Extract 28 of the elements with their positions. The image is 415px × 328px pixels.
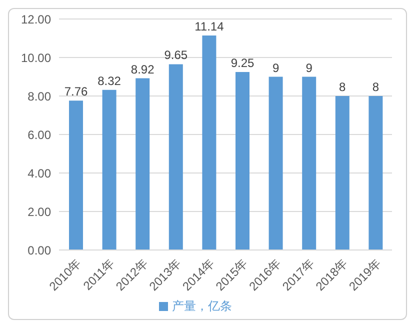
data-label: 8	[372, 80, 380, 94]
y-tick-label: 0.00	[28, 243, 52, 258]
bar	[236, 72, 250, 250]
bar	[136, 78, 150, 250]
bar	[69, 100, 83, 250]
data-label: 7.76	[64, 84, 88, 99]
bar	[102, 90, 116, 250]
data-label: 11.14	[194, 20, 224, 34]
y-tick-label: 2.00	[28, 204, 52, 219]
bar	[202, 36, 216, 250]
legend-label: 产量，亿条	[172, 299, 232, 313]
y-tick-label: 8.00	[28, 89, 52, 104]
data-label: 8.32	[98, 74, 122, 88]
bar	[302, 76, 316, 250]
y-tick-label: 12.00	[20, 12, 52, 26]
bar	[368, 96, 383, 250]
data-label: 8.92	[130, 62, 155, 76]
bar	[168, 64, 183, 250]
data-label: 9	[306, 60, 313, 75]
data-label: 9.65	[164, 48, 188, 62]
data-label: 8	[339, 80, 346, 94]
data-label: 9.25	[230, 56, 254, 70]
bar	[268, 76, 283, 250]
y-tick-label: 6.00	[28, 128, 52, 142]
y-tick-label: 4.00	[28, 166, 52, 180]
y-tick-label: 10.00	[20, 50, 52, 65]
data-label: 9	[272, 60, 280, 75]
bar	[335, 96, 350, 250]
